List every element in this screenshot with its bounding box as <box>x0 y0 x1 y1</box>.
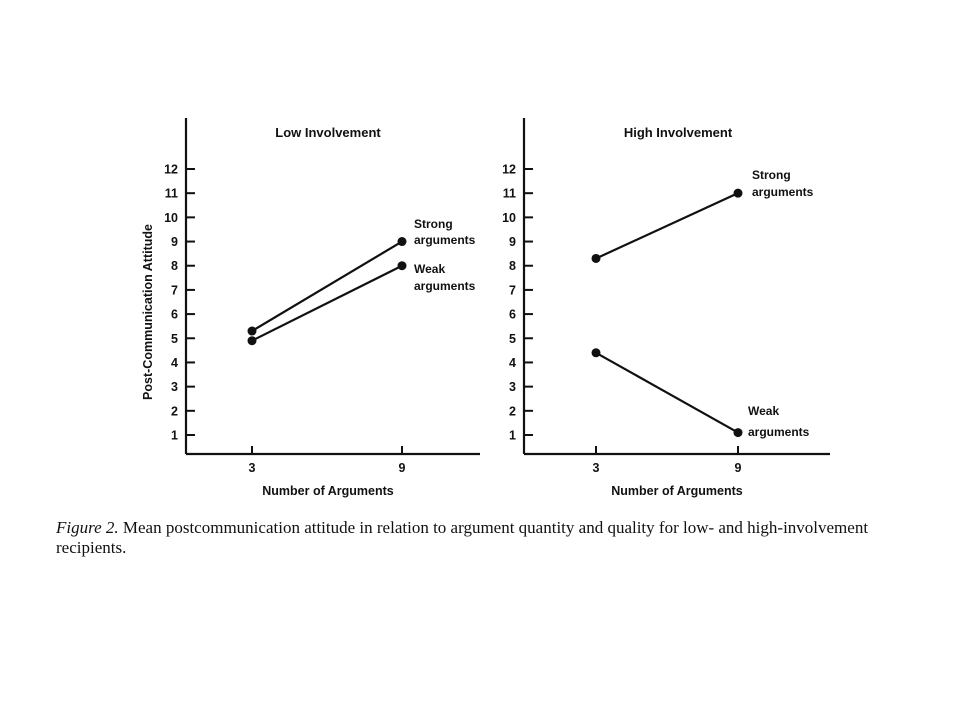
series-line-strong <box>251 240 403 332</box>
figure-caption: Figure 2. Mean postcommunication attitud… <box>56 518 936 558</box>
series-label-strong-line1-low: Strong <box>414 217 453 231</box>
caption-figure-label: Figure 2. <box>56 518 119 537</box>
y-tick-label: 12 <box>502 163 516 177</box>
y-tick-label: 8 <box>509 259 516 273</box>
y-tick-label: 1 <box>171 429 178 443</box>
caption-text: Mean postcommunication attitude in relat… <box>56 518 869 557</box>
y-tick-label: 4 <box>509 356 516 370</box>
y-tick-label: 7 <box>509 283 516 297</box>
y-tick-label: 11 <box>165 187 178 201</box>
series-line-strong <box>595 192 739 260</box>
y-tick-label: 4 <box>171 356 178 370</box>
x-tick-label: 3 <box>249 461 256 475</box>
y-tick-label: 10 <box>164 211 178 225</box>
y-tick-label: 10 <box>502 211 516 225</box>
series-marks-high <box>591 188 743 438</box>
y-tick-label: 12 <box>164 163 178 177</box>
data-point-strong <box>397 237 407 247</box>
series-line-weak <box>595 351 739 434</box>
series-marks-low <box>247 237 407 346</box>
series-label-strong-line1-high: Strong <box>752 168 791 182</box>
y-tick-label: 9 <box>171 235 178 249</box>
series-label-strong-line2-low: arguments <box>414 233 476 247</box>
data-point-weak <box>733 428 743 438</box>
series-line-weak <box>251 264 403 342</box>
y-tick-label: 2 <box>171 404 178 418</box>
data-point-weak <box>397 261 407 271</box>
y-tick-label: 1 <box>509 429 516 443</box>
y-tick-label: 3 <box>171 380 178 394</box>
y-tick-label: 6 <box>509 308 516 322</box>
x-axis-title-low: Number of Arguments <box>262 484 394 498</box>
panel-title-low: Low Involvement <box>275 125 381 140</box>
series-label-weak-line2-low: arguments <box>414 279 476 293</box>
y-axis-title-low: Post-Communication Attitude <box>141 224 155 400</box>
data-point-weak <box>591 348 601 358</box>
data-point-weak <box>247 336 257 346</box>
x-tick-label: 3 <box>593 461 600 475</box>
x-axis-title-high: Number of Arguments <box>611 484 743 498</box>
y-tick-label: 3 <box>509 380 516 394</box>
y-tick-label: 5 <box>171 332 178 346</box>
y-tick-label: 5 <box>509 332 516 346</box>
panel-title-high: High Involvement <box>624 125 733 140</box>
y-tick-label: 6 <box>171 308 178 322</box>
series-label-weak-line2-high: arguments <box>748 425 810 439</box>
y-tick-label: 11 <box>503 187 516 201</box>
series-label-weak-line1-high: Weak <box>748 404 779 418</box>
data-point-strong <box>733 188 743 198</box>
y-tick-label: 8 <box>171 259 178 273</box>
y-tick-label: 7 <box>171 283 178 297</box>
series-label-strong-line2-high: arguments <box>752 185 814 199</box>
series-label-weak-line1-low: Weak <box>414 262 445 276</box>
data-point-strong <box>591 253 601 263</box>
data-point-strong <box>247 326 257 336</box>
y-tick-label: 9 <box>509 235 516 249</box>
x-tick-label: 9 <box>399 461 406 475</box>
x-tick-label: 9 <box>735 461 742 475</box>
y-tick-label: 2 <box>509 404 516 418</box>
